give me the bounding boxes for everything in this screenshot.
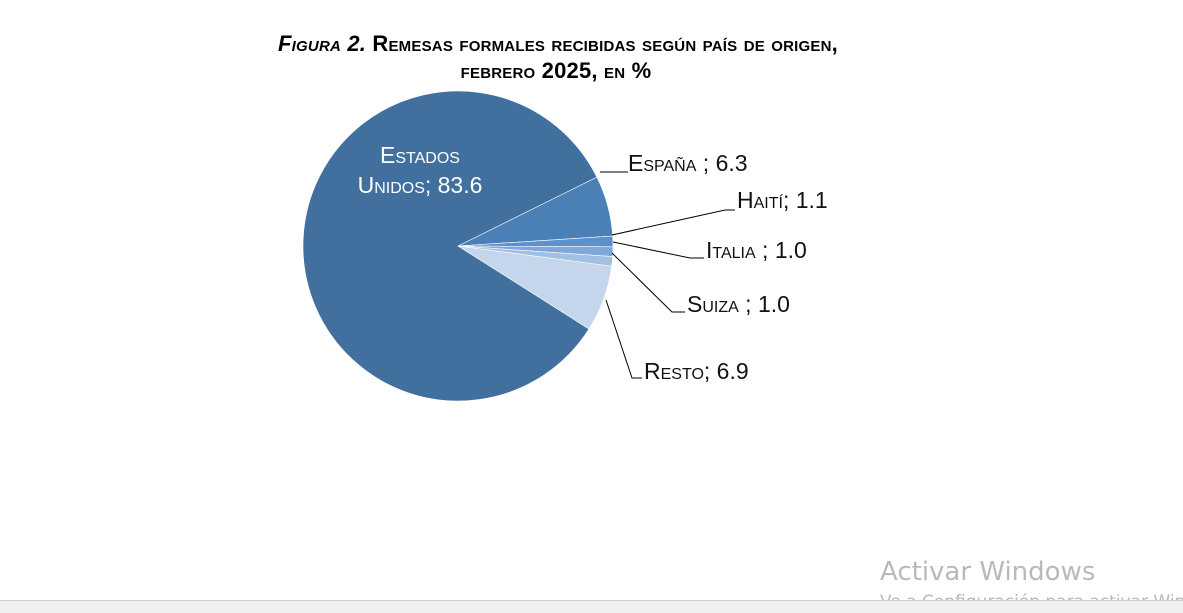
label-suiza: Suiza ; 1.0: [687, 291, 790, 317]
label-resto: Resto; 6.9: [644, 358, 749, 384]
watermark-title: Activar Windows: [880, 557, 1096, 587]
chart-title-text: Remesas formales recibidas según país de…: [372, 31, 838, 56]
chart-title-line-2: febrero 2025, en %: [460, 58, 652, 83]
slice-labels: Estados Unidos; 83.6 España ; 6.3 Haití; 1.…: [358, 142, 828, 384]
label-haiti-line-1: Haití; 1.1: [737, 187, 828, 213]
label-estados-unidos: Estados Unidos; 83.6: [358, 142, 483, 198]
chart-title-figure-number: Figura 2.: [278, 31, 367, 56]
label-resto-line-1: Resto; 6.9: [644, 358, 749, 384]
label-haiti: Haití; 1.1: [737, 187, 828, 213]
slice-estados-unidos: [302, 90, 598, 402]
leader-line-resto: [605, 299, 642, 379]
label-suiza-line-1: Suiza ; 1.0: [687, 291, 790, 317]
leader-line-haiti: [611, 209, 735, 236]
label-espana: España ; 6.3: [628, 150, 748, 176]
leader-line-suiza: [611, 252, 685, 313]
leader-line-italia: [612, 241, 704, 259]
label-italia-line-1: Italia ; 1.0: [706, 237, 807, 263]
bottom-scrollbar-strip: [0, 600, 1183, 613]
label-espana-line-1: España ; 6.3: [628, 150, 748, 176]
label-estados-unidos-line-2: Unidos; 83.6: [358, 172, 483, 198]
leader-lines: [600, 171, 735, 379]
pie-slices: [302, 90, 614, 402]
label-italia: Italia ; 1.0: [706, 237, 807, 263]
chart-title-line-1: Figura 2. Remesas formales recibidas seg…: [0, 31, 1118, 57]
label-estados-unidos-line-1: Estados: [380, 142, 460, 168]
